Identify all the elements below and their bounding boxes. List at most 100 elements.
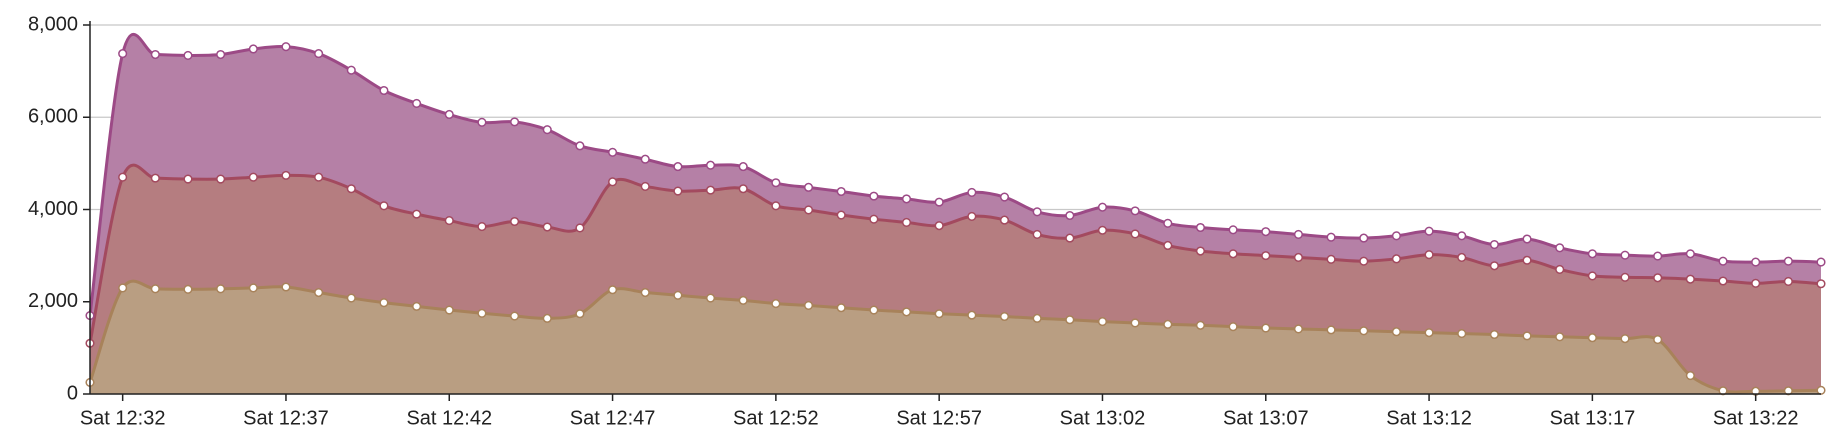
data-point (1391, 231, 1401, 241)
data-point (1522, 331, 1532, 341)
data-point (542, 222, 552, 232)
data-point (999, 215, 1010, 225)
data-point (1261, 227, 1271, 237)
data-point (999, 311, 1010, 322)
data-point (1195, 222, 1206, 233)
data-point (1620, 272, 1630, 282)
data-point (118, 283, 128, 293)
data-point (1228, 225, 1238, 235)
data-point (281, 170, 291, 180)
data-point (967, 187, 977, 197)
data-point (281, 282, 291, 292)
data-point (934, 221, 944, 231)
data-point (1620, 250, 1630, 260)
points (85, 42, 1826, 396)
data-point (1195, 320, 1206, 330)
data-point (640, 154, 650, 164)
data-point (1293, 252, 1303, 263)
data-point (1653, 335, 1663, 345)
data-point (1391, 254, 1401, 264)
data-point (1587, 249, 1597, 259)
data-point (412, 98, 422, 108)
data-point (1685, 274, 1695, 284)
data-point (1424, 250, 1434, 260)
data-point (738, 184, 748, 194)
data-point (1293, 324, 1303, 334)
data-point (1685, 371, 1695, 381)
data-point (1163, 240, 1173, 251)
data-point (771, 201, 781, 211)
data-point (934, 197, 944, 207)
data-point (1293, 229, 1303, 239)
data-point (1228, 322, 1238, 332)
area-fill (90, 34, 1821, 344)
x-tick-label: Sat 13:02 (1060, 407, 1146, 429)
data-point (836, 210, 846, 220)
x-tick-label: Sat 12:42 (406, 407, 492, 429)
data-point (901, 307, 912, 317)
data-point (1489, 329, 1499, 340)
data-point (705, 185, 716, 195)
data-point (1032, 313, 1042, 323)
data-point (183, 50, 193, 60)
data-point (346, 293, 356, 303)
data-point (1065, 233, 1075, 243)
areas (90, 34, 1821, 394)
data-point (608, 285, 618, 295)
data-point (1816, 385, 1826, 395)
y-tick-label: 0 (67, 382, 78, 404)
data-point (412, 301, 422, 311)
data-point (216, 49, 226, 60)
data-point (281, 42, 291, 52)
data-point (1522, 255, 1532, 265)
data-point (1587, 333, 1597, 343)
data-point (1718, 256, 1728, 266)
data-point (1424, 226, 1434, 236)
data-point (1751, 257, 1761, 267)
x-tick-label: Sat 12:52 (733, 407, 819, 429)
data-point (1065, 315, 1075, 325)
data-point (379, 201, 389, 211)
data-point (1587, 271, 1597, 281)
data-point (1685, 249, 1695, 259)
data-point (1555, 264, 1565, 275)
data-point (934, 309, 944, 319)
data-point (673, 186, 683, 196)
data-point (1391, 327, 1401, 337)
data-point (836, 303, 846, 313)
data-point (216, 174, 226, 184)
data-point (1457, 252, 1467, 263)
data-point (510, 311, 520, 321)
x-tick-label: Sat 12:32 (80, 407, 166, 429)
x-tick-label: Sat 13:07 (1223, 407, 1309, 429)
data-point (1555, 243, 1565, 253)
data-point (869, 305, 879, 315)
data-point (1261, 251, 1271, 261)
data-point (379, 298, 389, 308)
data-point (412, 209, 422, 219)
data-point (477, 308, 487, 318)
data-point (738, 295, 748, 305)
data-point (1489, 261, 1499, 271)
data-point (1359, 256, 1369, 266)
data-point (901, 194, 912, 204)
data-point (1620, 334, 1630, 344)
area-fill (90, 281, 1821, 394)
data-point (803, 300, 814, 310)
x-tick-label: Sat 12:37 (243, 407, 329, 429)
y-tick-label: 4,000 (28, 198, 78, 220)
data-point (444, 305, 454, 315)
data-point (346, 65, 356, 75)
data-point (444, 109, 454, 120)
data-point (1653, 251, 1663, 261)
y-tick-label: 8,000 (28, 13, 78, 35)
data-point (1457, 231, 1467, 241)
data-point (183, 174, 193, 184)
data-point (803, 205, 814, 215)
data-point (248, 283, 258, 293)
data-point (477, 117, 487, 127)
data-point (1424, 328, 1434, 338)
data-point (771, 299, 781, 309)
data-point (1097, 202, 1108, 212)
data-point (673, 162, 683, 172)
